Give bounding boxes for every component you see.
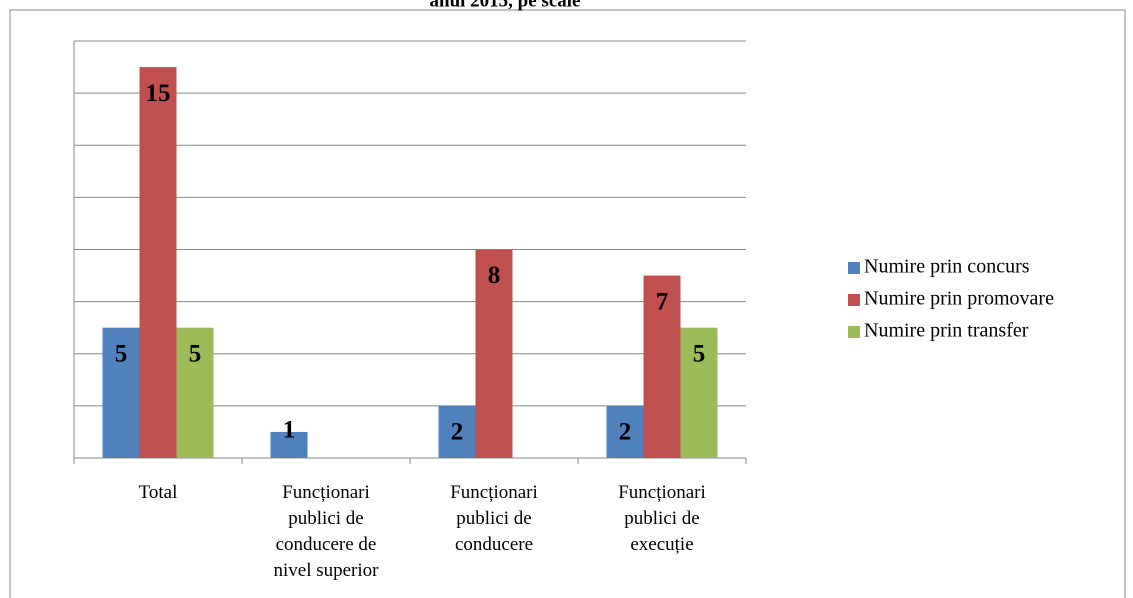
data-label: 15 [146, 80, 171, 107]
x-tick-label: Funcționari publici de execuție [618, 482, 706, 555]
legend-label: Numire prin concurs [864, 256, 1030, 278]
data-label: 7 [656, 288, 669, 315]
bar [270, 431, 308, 458]
bar [139, 67, 177, 458]
legend-label: Numire prin promovare [864, 288, 1054, 310]
data-label: 2 [619, 419, 632, 446]
legend-label: Numire prin transfer [864, 320, 1029, 342]
x-tick-label: Funcționari publici de conducere [450, 482, 538, 555]
data-label: 8 [488, 262, 501, 289]
legend-swatch [848, 326, 860, 338]
legend-swatch [848, 294, 860, 306]
bar [475, 249, 513, 458]
bar [606, 405, 644, 458]
bar [438, 405, 476, 458]
data-label: 2 [451, 419, 464, 446]
data-label: 5 [693, 340, 706, 367]
data-label: 5 [189, 340, 202, 367]
x-tick-label: Funcționari publici de conducere de nive… [273, 482, 379, 581]
chart-frame [9, 9, 1126, 598]
x-tick-label: Total [138, 482, 178, 503]
bar [680, 327, 718, 458]
bar [176, 327, 214, 458]
bar [643, 275, 681, 458]
legend-swatch [848, 262, 860, 274]
bar [102, 327, 140, 458]
data-label: 1 [283, 417, 296, 444]
data-label: 5 [115, 340, 128, 367]
chart-title: anul 2015, pe scale [430, 0, 581, 11]
